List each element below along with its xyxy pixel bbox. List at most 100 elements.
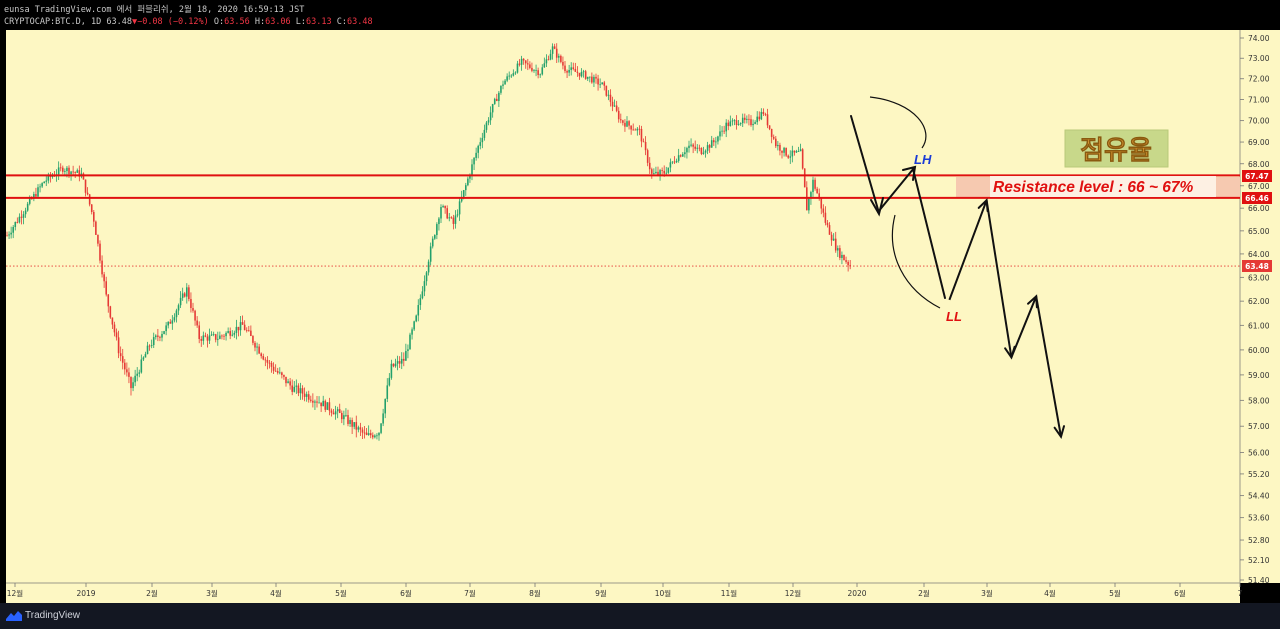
candle-body <box>332 412 335 415</box>
candle-up <box>409 332 411 350</box>
candle-up <box>434 234 436 240</box>
candle-up <box>837 245 839 257</box>
candle-body <box>305 394 308 397</box>
candle-body <box>70 171 72 175</box>
candle-down <box>611 96 614 112</box>
candle-up <box>14 221 17 231</box>
candle-body <box>243 324 246 331</box>
candle-body <box>527 63 529 65</box>
candle-body <box>539 74 541 76</box>
price-chart[interactable]: 74.00 73.00 72.00 71.00 70.00 69.00 68.00 67.00… <box>0 0 1280 603</box>
y-tick-label: 73.00 <box>1248 54 1270 63</box>
candle-body <box>772 136 775 139</box>
candle-body <box>281 372 283 375</box>
candle-down <box>617 107 620 123</box>
candle-up <box>626 116 628 128</box>
candle-up <box>411 327 413 340</box>
tradingview-logo-icon[interactable] <box>6 610 22 621</box>
candle-up <box>181 287 184 301</box>
candle-down <box>264 357 267 367</box>
candle-body <box>564 65 566 72</box>
candle-body <box>704 150 707 153</box>
candle-down <box>595 73 597 84</box>
candle-body <box>518 63 521 65</box>
candle-body <box>320 402 322 407</box>
candle-body <box>169 321 172 324</box>
candle-down <box>444 205 446 214</box>
x-tick-label: 6월 <box>400 588 412 598</box>
candle-down <box>194 309 196 326</box>
candle-body <box>735 120 738 125</box>
high-value: 63.06 <box>265 17 291 27</box>
candle-body <box>386 385 389 399</box>
candle-up <box>688 140 690 153</box>
candle-up <box>504 78 506 85</box>
candle-down <box>640 125 643 148</box>
candle-body <box>692 144 694 147</box>
candle-down <box>262 353 265 361</box>
candle-down <box>200 336 203 347</box>
candle-body <box>314 401 316 403</box>
candle-body <box>301 388 304 394</box>
candle-body <box>448 217 451 219</box>
candle-body <box>62 167 64 172</box>
candle-body <box>260 353 262 357</box>
candle-body <box>806 187 808 211</box>
candle-down <box>192 302 194 313</box>
candle-down <box>694 140 696 151</box>
candle-body <box>369 433 372 436</box>
high-label: H: <box>254 17 266 27</box>
candle-body <box>37 187 39 197</box>
candle-down <box>111 317 114 329</box>
trend-arrows <box>850 115 946 299</box>
candle-body <box>741 117 744 124</box>
candle-body <box>723 130 725 132</box>
candle-body <box>469 175 471 179</box>
price-axis <box>1240 30 1280 583</box>
candle-body <box>816 188 818 194</box>
candle-up <box>287 378 289 384</box>
candle-down <box>260 352 262 359</box>
candle-up <box>458 197 461 221</box>
candle-down <box>673 156 676 165</box>
candle-up <box>568 64 570 77</box>
candle-body <box>74 172 76 173</box>
candle-down <box>624 119 626 132</box>
candle-down <box>99 240 101 264</box>
candle-down <box>692 143 694 154</box>
candle-up <box>754 120 756 125</box>
candle-body <box>640 128 643 142</box>
candle-up <box>219 331 221 340</box>
candle-body <box>603 82 606 86</box>
candle-body <box>568 69 570 73</box>
x-tick-label: 5월 <box>335 588 347 598</box>
candle-up <box>305 391 308 402</box>
footer-brand[interactable]: TradingView <box>25 610 81 621</box>
candle-up <box>481 132 484 149</box>
arrow-down-1 <box>850 115 880 214</box>
candle-body <box>200 338 203 341</box>
candle-body <box>630 125 632 130</box>
candle-down <box>254 340 256 352</box>
candle-down <box>148 344 151 351</box>
x-tick-label: 2월 <box>146 588 158 598</box>
publish-info: eunsa TradingView.com 에서 퍼블리쉬, 2월 18, 20… <box>4 5 305 15</box>
candle-up <box>436 222 438 240</box>
candle-body <box>188 287 190 300</box>
candle-body <box>458 201 461 215</box>
candle-body <box>830 234 833 241</box>
candle-down <box>351 417 353 434</box>
candle-body <box>764 113 767 115</box>
candle-up <box>394 358 397 368</box>
candle-body <box>675 160 678 163</box>
resistance-label: Resistance level : 66 ~ 67% <box>990 176 1216 197</box>
candle-body <box>270 362 273 367</box>
candle-down <box>115 328 118 341</box>
candle-body <box>272 366 275 371</box>
candle-body <box>543 63 546 68</box>
candle-body <box>212 334 215 336</box>
candle-up <box>580 68 583 78</box>
candle-down <box>248 325 250 332</box>
candle-down <box>630 125 632 135</box>
candle-down <box>785 147 787 157</box>
